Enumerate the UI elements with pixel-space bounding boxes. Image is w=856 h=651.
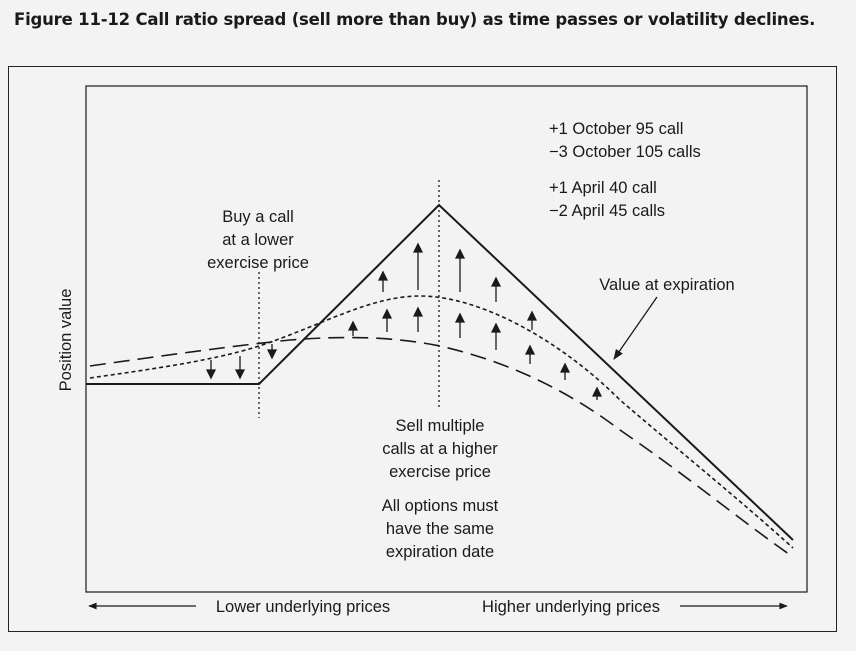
x-axis-right-label: Higher underlying prices xyxy=(482,598,660,616)
sell-calls-note-line-1: Sell multiple xyxy=(396,417,485,435)
expiration-value-line xyxy=(86,203,794,541)
figure-caption: Figure 11-12 Call ratio spread (sell mor… xyxy=(14,10,816,29)
plot-area xyxy=(85,85,808,593)
sell-calls-note: Sell multiple calls at a higher exercise… xyxy=(382,417,498,481)
buy-call-note-line-3: exercise price xyxy=(207,254,309,272)
position-legend: +1 October 95 call −3 October 105 calls … xyxy=(549,120,701,220)
buy-call-note-line-2: at a lower xyxy=(222,231,294,249)
buy-call-note-line-1: Buy a call xyxy=(222,208,294,226)
long-dashed-value-curve xyxy=(89,336,794,558)
legend-line-4: −2 April 45 calls xyxy=(549,202,665,220)
sell-calls-note-line-2: calls at a higher xyxy=(382,440,498,458)
legend-line-3: +1 April 40 call xyxy=(549,179,657,197)
buy-call-note: Buy a call at a lower exercise price xyxy=(207,208,309,272)
y-axis-label: Position value xyxy=(57,289,75,392)
value-change-arrows xyxy=(205,242,603,400)
expiration-value-label: Value at expiration xyxy=(599,276,734,294)
figure-frame xyxy=(8,66,837,632)
short-dashed-value-curve xyxy=(89,295,794,549)
expiration-pointer-arrow xyxy=(613,296,658,360)
sell-calls-note-line-3: exercise price xyxy=(389,463,491,481)
same-expiration-note-line-2: have the same xyxy=(386,520,494,538)
legend-line-1: +1 October 95 call xyxy=(549,120,683,138)
legend-line-2: −3 October 105 calls xyxy=(549,143,701,161)
x-axis-left-label: Lower underlying prices xyxy=(216,598,390,616)
same-expiration-note-line-3: expiration date xyxy=(386,543,494,561)
same-expiration-note-line-1: All options must xyxy=(382,497,499,515)
same-expiration-note: All options must have the same expiratio… xyxy=(382,497,499,561)
